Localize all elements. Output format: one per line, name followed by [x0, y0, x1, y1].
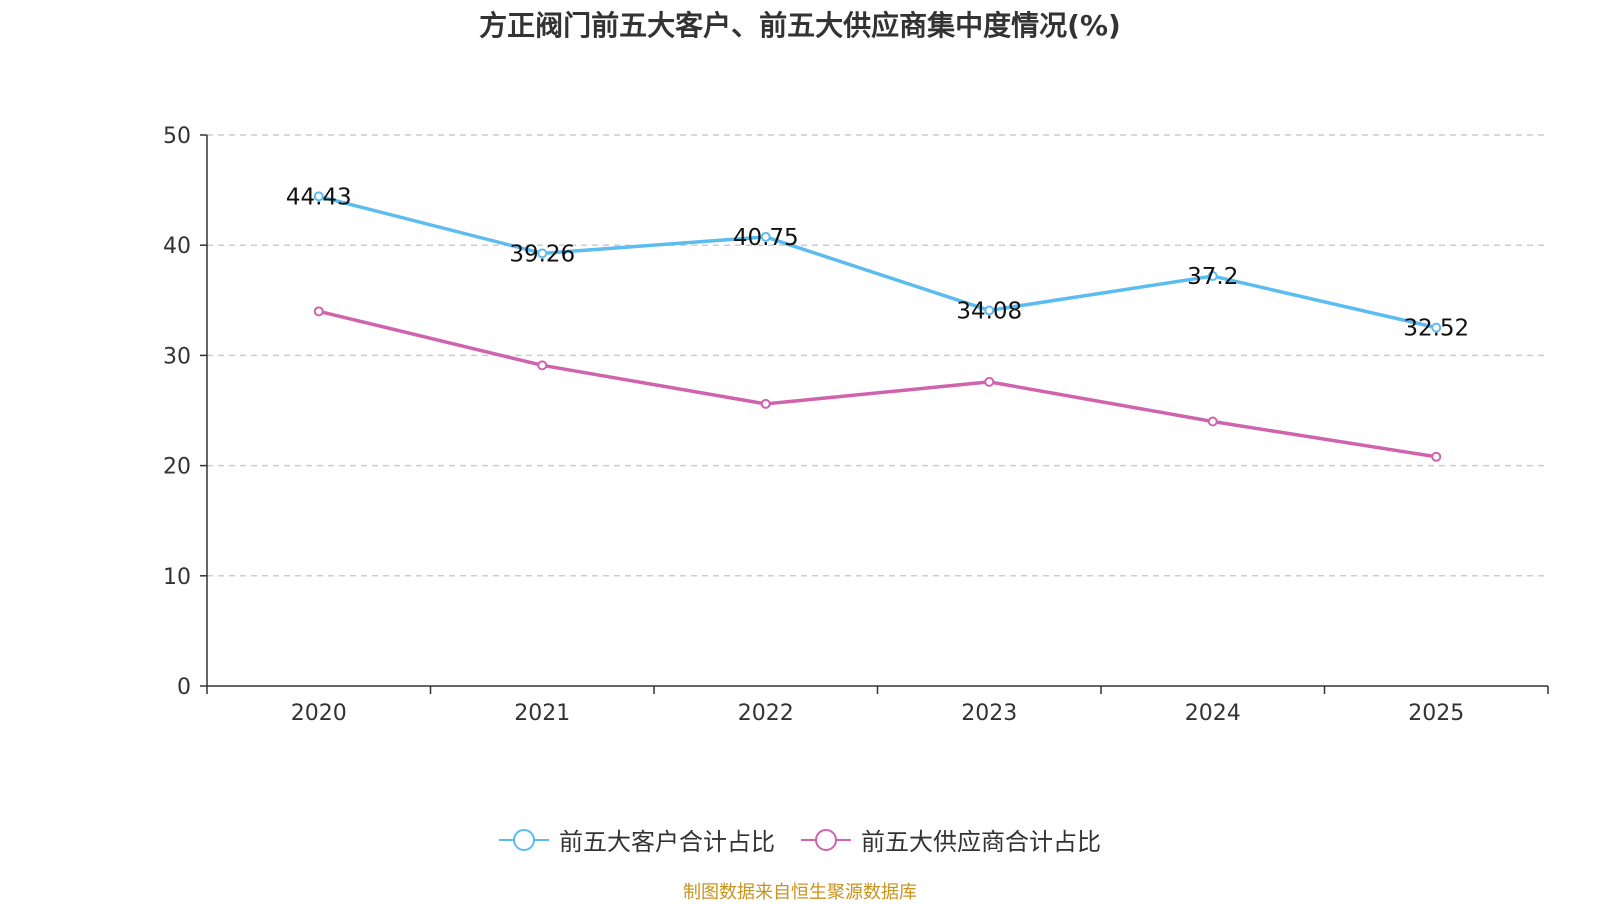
- legend-swatch-customers: [499, 828, 549, 851]
- legend: 前五大客户合计占比 前五大供应商合计占比: [0, 822, 1600, 857]
- chart-title: 方正阀门前五大客户、前五大供应商集中度情况(%): [479, 9, 1121, 42]
- y-tick-label-2: 20: [163, 455, 191, 480]
- point-s0-2023: [984, 305, 995, 316]
- point-s0-2025: [1431, 322, 1442, 333]
- point-s0-2024: [1207, 271, 1218, 282]
- point-s0-2020: [313, 191, 324, 202]
- point-s0-2021: [537, 248, 548, 259]
- data-label-s0-2023: 34.08: [956, 298, 1022, 324]
- legend-label-customers: 前五大客户合计占比: [559, 828, 775, 856]
- point-s1-2024: [1207, 416, 1218, 427]
- point-s1-2025: [1431, 451, 1442, 462]
- x-tick-label-2025: 2025: [1408, 701, 1464, 726]
- series-group: [313, 191, 1442, 462]
- series-line-0: [318, 194, 1437, 330]
- y-tick-label-0: 0: [177, 675, 191, 700]
- legend-label-suppliers: 前五大供应商合计占比: [861, 828, 1101, 856]
- data-label-s0-2022: 40.75: [733, 225, 799, 251]
- data-label-s0-2020: 44.43: [286, 184, 352, 210]
- point-s1-2020: [313, 306, 324, 317]
- x-tick-label-2023: 2023: [961, 701, 1017, 726]
- x-tick-label-2024: 2024: [1185, 701, 1241, 726]
- data-label-s0-2021: 39.26: [509, 241, 575, 267]
- source-note: 制图数据来自恒生聚源数据库: [683, 882, 917, 903]
- legend-item-suppliers[interactable]: 前五大供应商合计占比: [801, 822, 1101, 857]
- point-s1-2021: [537, 360, 548, 371]
- y-tick-label-5: 50: [163, 124, 191, 149]
- grid-lines: [207, 134, 1548, 577]
- legend-swatch-suppliers: [801, 828, 851, 851]
- axes: 0 10 20 30 40 50 2020 2021 2022 2023 2024 2025: [163, 124, 1549, 726]
- y-tick-label-4: 40: [163, 234, 191, 259]
- legend-item-customers[interactable]: 前五大客户合计占比: [499, 822, 775, 857]
- point-s1-2022: [760, 398, 771, 409]
- series-line-1: [318, 309, 1437, 459]
- x-tick-label-2022: 2022: [738, 701, 794, 726]
- x-tick-label-2021: 2021: [514, 701, 570, 726]
- x-tick-label-2020: 2020: [291, 701, 347, 726]
- data-label-s0-2024: 37.2: [1187, 264, 1238, 290]
- data-label-s0-2025: 32.52: [1403, 316, 1469, 342]
- y-tick-label-3: 30: [163, 344, 191, 369]
- point-s1-2023: [984, 376, 995, 387]
- point-s0-2022: [760, 231, 771, 242]
- y-tick-label-1: 10: [163, 565, 191, 590]
- data-labels: 44.43 39.26 40.75 34.08 37.2 32.52: [286, 184, 1469, 341]
